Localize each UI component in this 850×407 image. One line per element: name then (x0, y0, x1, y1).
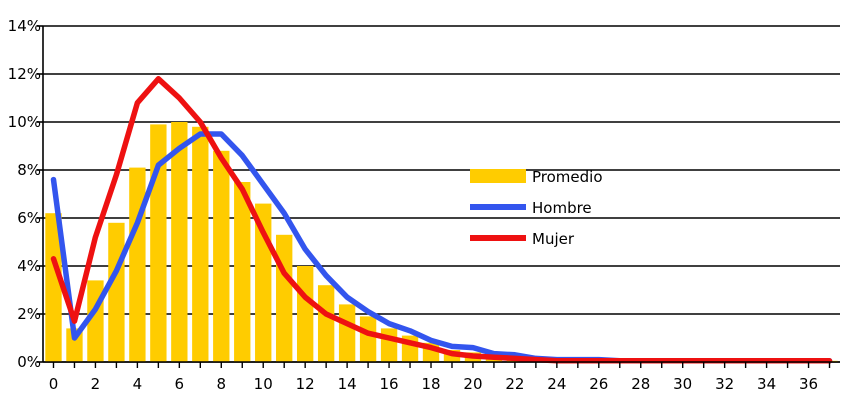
bar-promedio (359, 316, 377, 362)
x-tick-label: 32 (715, 375, 734, 393)
line-hombre (50, 131, 833, 364)
y-tick-label: 8% (17, 161, 41, 179)
legend-swatch-promedio (470, 169, 526, 183)
line-mujer (50, 76, 833, 364)
y-tick-label: 4% (17, 257, 41, 275)
bar-promedio (192, 126, 209, 362)
x-tick-label: 6 (175, 375, 185, 393)
legend-label-mujer: Mujer (532, 230, 575, 248)
bar-promedio (296, 266, 314, 362)
y-tick-label: 0% (17, 353, 41, 371)
x-tick-label: 8 (217, 375, 227, 393)
x-tick-label: 18 (421, 375, 440, 393)
x-tick-label: 0 (49, 375, 59, 393)
bar-promedio (338, 304, 356, 362)
y-tick-label: 2% (17, 305, 41, 323)
x-tick-label: 26 (589, 375, 608, 393)
bar-promedio (276, 234, 293, 362)
x-tick-label: 30 (673, 375, 692, 393)
y-tick-label: 14% (8, 17, 41, 35)
y-tick-label: 6% (17, 209, 41, 227)
x-tick-label: 22 (505, 375, 524, 393)
x-tick-label: 12 (296, 375, 315, 393)
legend-label-promedio: Promedio (532, 168, 603, 186)
x-tick-label: 2 (91, 375, 101, 393)
x-axis-ticks: 0 2 4 6 8 10 12 14 16 18 20 22 24 26 28 30 32 34 36 (49, 362, 831, 393)
axes (42, 26, 840, 363)
bar-promedio (380, 328, 398, 362)
bar-promedio (129, 167, 146, 362)
lines (50, 76, 833, 364)
x-tick-label: 24 (547, 375, 566, 393)
x-tick-label: 10 (254, 375, 273, 393)
x-tick-label: 14 (338, 375, 357, 393)
y-tick-label: 12% (8, 65, 41, 83)
x-tick-label: 36 (799, 375, 818, 393)
bar-promedio (171, 122, 188, 362)
legend: Promedio Hombre Mujer (470, 168, 603, 248)
x-tick-label: 20 (463, 375, 482, 393)
bar-promedio (45, 213, 62, 362)
x-tick-label: 16 (380, 375, 399, 393)
legend-label-hombre: Hombre (532, 199, 592, 217)
bar-promedio (317, 285, 335, 362)
bar-promedio (234, 182, 251, 362)
x-tick-label: 28 (631, 375, 650, 393)
y-axis-ticks: 0% 2% 4% 6% 8% 10% 12% 14% (8, 17, 43, 371)
bar-promedio (108, 222, 125, 362)
bar-promedio (213, 150, 230, 362)
x-tick-label: 34 (757, 375, 776, 393)
x-tick-label: 4 (133, 375, 143, 393)
y-tick-label: 10% (8, 113, 41, 131)
